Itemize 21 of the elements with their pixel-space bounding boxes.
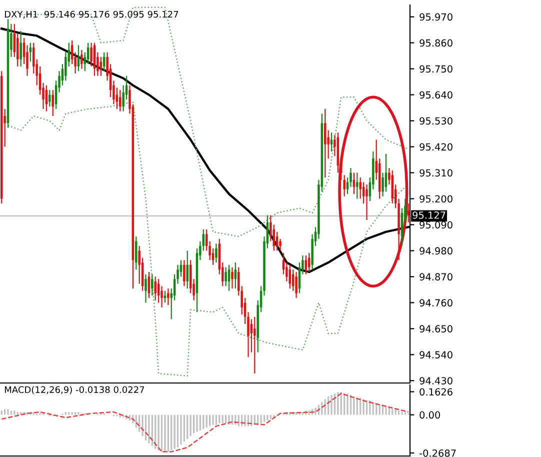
y-tick-label: 94.540 (420, 351, 452, 358)
y-tick-label: -0.2687 (420, 449, 456, 457)
y-tick-label: 95.970 (420, 13, 452, 21)
y-tick-label: 94.760 (420, 299, 452, 307)
y-tick-label: 0.00 (420, 411, 440, 419)
y-tick-label: 94.870 (420, 273, 452, 281)
y-tick-label: 95.750 (420, 65, 452, 73)
y-tick-label: 95.420 (420, 143, 452, 151)
y-tick-label: 95.200 (420, 195, 452, 203)
y-tick-label: 95.640 (420, 91, 452, 99)
y-tick-label: 94.650 (420, 325, 452, 332)
y-tick-label: 94.980 (420, 247, 452, 255)
y-tick-label: 95.310 (420, 169, 452, 177)
y-tick-label: 95.090 (420, 221, 452, 229)
ref-line-label: 95.127 (412, 211, 446, 219)
y-tick-label: 95.860 (420, 39, 452, 47)
y-tick-label: 0.1626 (420, 388, 452, 396)
chart-title: MACD(12,26,9) -0.0138 0.0227 (4, 386, 144, 394)
text: DXY,H1 95.146 95.176 95.095 95.127 (4, 10, 178, 19)
y-tick-label: 95.530 (420, 117, 452, 125)
y-tick-label: 94.430 (420, 377, 452, 384)
